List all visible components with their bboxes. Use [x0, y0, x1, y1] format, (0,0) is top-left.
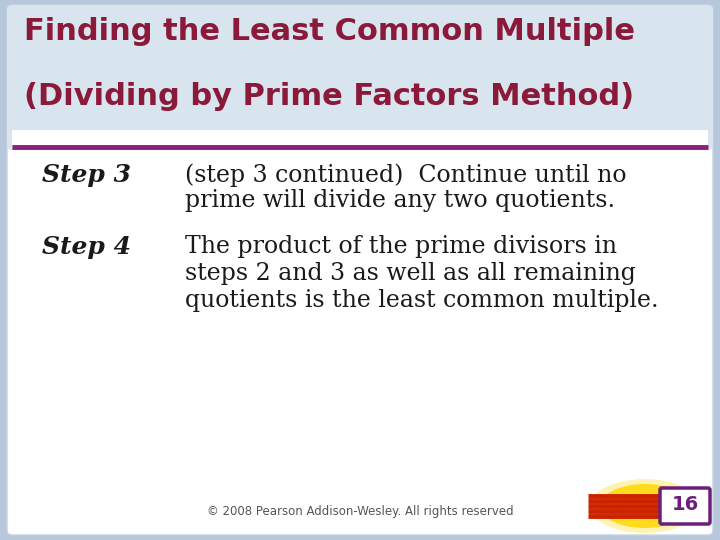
Text: prime will divide any two quotients.: prime will divide any two quotients.	[185, 189, 615, 212]
FancyBboxPatch shape	[7, 5, 713, 535]
Text: Step 3: Step 3	[42, 163, 131, 187]
Bar	[12, 10, 708, 140]
FancyBboxPatch shape	[660, 488, 710, 524]
Text: The product of the prime divisors in: The product of the prime divisors in	[185, 235, 617, 258]
Text: steps 2 and 3 as well as all remaining: steps 2 and 3 as well as all remaining	[185, 262, 636, 285]
Text: 16: 16	[671, 496, 698, 515]
Bar	[12, 130, 708, 145]
Text: (Dividing by Prime Factors Method): (Dividing by Prime Factors Method)	[24, 82, 634, 111]
Text: (step 3 continued)  Continue until no: (step 3 continued) Continue until no	[185, 163, 626, 186]
FancyBboxPatch shape	[7, 5, 713, 150]
Text: © 2008 Pearson Addison-Wesley. All rights reserved: © 2008 Pearson Addison-Wesley. All right…	[207, 505, 513, 518]
Text: quotients is the least common multiple.: quotients is the least common multiple.	[185, 289, 659, 312]
Text: Finding the Least Common Multiple: Finding the Least Common Multiple	[24, 17, 635, 46]
Ellipse shape	[590, 479, 700, 533]
Text: Step 4: Step 4	[42, 235, 131, 259]
Ellipse shape	[600, 484, 690, 528]
